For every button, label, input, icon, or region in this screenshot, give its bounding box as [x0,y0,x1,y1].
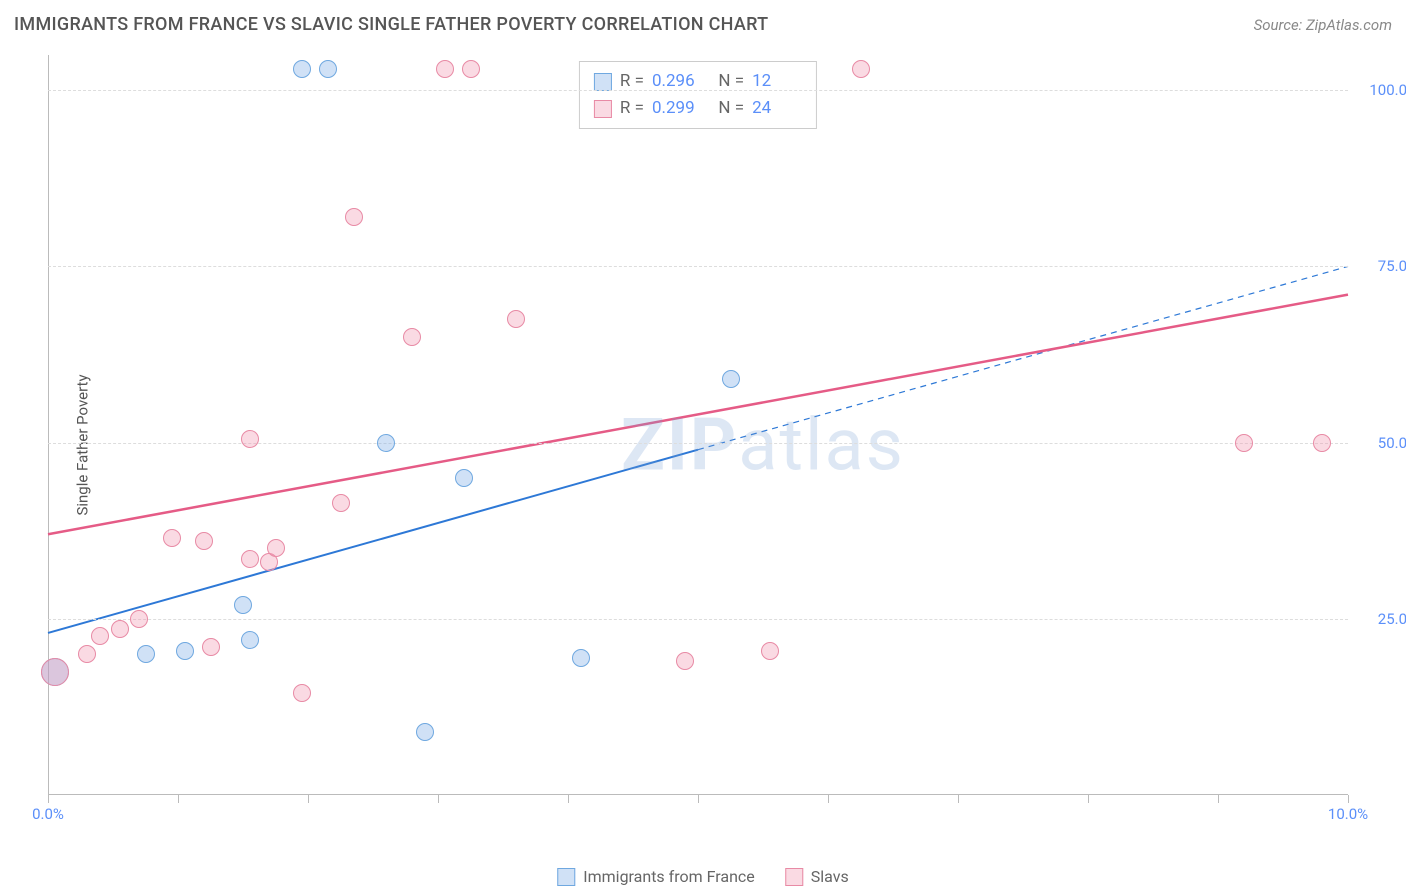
scatter-point [455,469,473,487]
x-tick [958,795,959,803]
series-legend: Immigrants from France Slavs [557,867,848,886]
correlation-legend: R = 0.296 N = 12R = 0.299 N = 24 [579,61,817,129]
x-tick [1088,795,1089,803]
scatter-point [241,631,259,649]
scatter-point [416,723,434,741]
scatter-point [507,310,525,328]
scatter-point [293,60,311,78]
plot-region: Single Father Poverty ZIPatlas R = 0.296… [48,55,1348,835]
x-tick-label: 0.0% [32,805,64,823]
legend-n-label: N = [710,95,744,122]
scatter-point [572,649,590,667]
x-tick-label: 10.0% [1328,805,1368,823]
scatter-point [403,328,421,346]
x-tick [698,795,699,803]
scatter-point [241,550,259,568]
scatter-point [202,638,220,656]
series-legend-label: Slavs [811,867,849,886]
trend-line [48,295,1348,535]
scatter-point [722,370,740,388]
scatter-point [163,529,181,547]
legend-n-value: 24 [752,95,802,122]
scatter-point [1313,434,1331,452]
scatter-point [1235,434,1253,452]
scatter-point [111,620,129,638]
legend-row: R = 0.299 N = 24 [594,95,802,122]
y-tick-label: 100.0% [1358,81,1406,99]
series-legend-item: Slavs [785,867,849,886]
legend-swatch [594,73,612,91]
x-tick [1348,795,1349,803]
scatter-point [319,60,337,78]
scatter-point [137,645,155,663]
y-tick-label: 25.0% [1358,610,1406,628]
x-tick [438,795,439,803]
x-tick [1218,795,1219,803]
watermark: ZIPatlas [621,403,905,488]
scatter-point [176,642,194,660]
scatter-point [345,208,363,226]
series-legend-item: Immigrants from France [557,867,755,886]
trend-line [48,450,698,633]
scatter-point [130,610,148,628]
scatter-point [436,60,454,78]
legend-swatch [785,868,803,886]
y-axis-label: Single Father Poverty [74,374,92,515]
chart-header: IMMIGRANTS FROM FRANCE VS SLAVIC SINGLE … [14,14,1392,35]
gridline [48,266,1348,267]
scatter-point [91,627,109,645]
scatter-point [332,494,350,512]
scatter-point [377,434,395,452]
scatter-point [267,539,285,557]
x-tick [178,795,179,803]
legend-r-label: R = [620,95,644,122]
scatter-point [234,596,252,614]
scatter-point [41,658,69,686]
scatter-point [195,532,213,550]
scatter-point [761,642,779,660]
y-tick-label: 50.0% [1358,434,1406,452]
scatter-point [293,684,311,702]
scatter-point [241,430,259,448]
x-tick [828,795,829,803]
legend-swatch [594,100,612,118]
scatter-point [462,60,480,78]
scatter-point [852,60,870,78]
chart-title: IMMIGRANTS FROM FRANCE VS SLAVIC SINGLE … [14,14,768,35]
chart-source: Source: ZipAtlas.com [1254,16,1392,34]
watermark-rest: atlas [738,403,905,488]
series-legend-label: Immigrants from France [583,867,755,886]
x-tick [308,795,309,803]
gridline [48,619,1348,620]
x-tick [568,795,569,803]
legend-swatch [557,868,575,886]
chart-area: Single Father Poverty ZIPatlas R = 0.296… [48,55,1348,835]
gridline [48,90,1348,91]
x-tick [48,795,49,803]
watermark-bold: ZIP [621,403,738,488]
legend-r-value: 0.299 [652,95,702,122]
scatter-point [676,652,694,670]
trend-line-extrapolated [698,266,1348,449]
y-tick-label: 75.0% [1358,257,1406,275]
scatter-point [78,645,96,663]
